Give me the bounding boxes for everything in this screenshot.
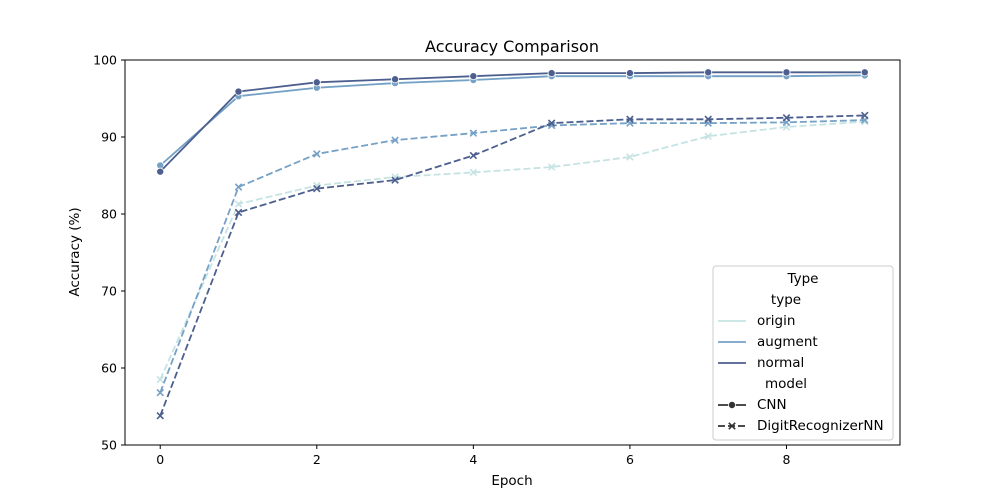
data-point	[782, 68, 791, 77]
x-axis-label: Epoch	[491, 473, 532, 489]
data-point	[860, 68, 869, 77]
legend-label-digitrecognizernn: DigitRecognizerNN	[757, 418, 884, 434]
x-axis: 0 2 4 6 8	[156, 445, 791, 467]
x-tick-label: 6	[626, 452, 634, 467]
x-tick-label: 2	[313, 452, 321, 467]
data-point	[469, 151, 478, 160]
data-point	[391, 136, 399, 144]
series-line	[159, 114, 865, 417]
series-cnn-origin	[156, 71, 869, 170]
legend-section-header: model	[765, 376, 807, 392]
legend-label-cnn: CNN	[757, 397, 787, 413]
plot-frame	[124, 59, 901, 446]
data-point	[156, 167, 165, 176]
series-cnn-normal	[156, 68, 869, 176]
data-point	[704, 115, 712, 124]
x-tick-label: 4	[469, 452, 477, 467]
y-tick-label: 100	[93, 53, 117, 68]
data-point	[547, 163, 556, 171]
legend-label-normal: normal	[757, 355, 804, 371]
data-point	[156, 411, 164, 420]
data-point	[625, 69, 634, 78]
legend-marker-digitrecognizernn	[728, 422, 736, 430]
legend-section-header: type	[771, 292, 801, 308]
data-point	[547, 119, 556, 127]
data-point	[469, 129, 478, 137]
legend-marker-cnn	[728, 400, 737, 409]
x-tick-label: 0	[156, 452, 164, 467]
legend-title: Type	[786, 271, 818, 287]
data-point	[156, 375, 164, 384]
data-point	[704, 68, 713, 77]
data-point	[782, 113, 791, 122]
data-point	[626, 115, 634, 124]
data-point	[861, 111, 869, 120]
data-point	[313, 184, 321, 193]
y-tick-label: 50	[101, 438, 117, 453]
x-tick-label: 8	[783, 452, 791, 467]
series-line	[159, 120, 865, 380]
data-point	[234, 183, 243, 191]
data-point	[391, 75, 400, 84]
legend-box	[712, 265, 894, 441]
y-tick-label: 60	[101, 361, 117, 376]
series-cnn-augment	[156, 71, 869, 170]
series-line	[159, 74, 865, 167]
data-point	[391, 176, 399, 184]
chart-title: Accuracy Comparison	[425, 37, 599, 56]
y-tick-label: 70	[101, 284, 117, 299]
legend: Type type origin augment normal model CNN Digi…	[712, 265, 894, 441]
data-point	[469, 72, 478, 81]
data-point	[313, 150, 321, 158]
y-tick-label: 80	[101, 207, 117, 222]
data-point	[234, 87, 243, 96]
data-point	[704, 132, 712, 140]
data-point	[626, 153, 634, 161]
legend-label-augment: augment	[757, 334, 818, 350]
data-point	[547, 69, 556, 78]
legend-label-origin: origin	[757, 313, 795, 329]
data-point	[312, 78, 321, 87]
data-point	[469, 168, 478, 177]
data-point	[234, 200, 243, 208]
y-tick-label: 90	[101, 130, 117, 145]
series-layer	[156, 68, 869, 420]
series-digitrecognizernn-normal	[156, 111, 869, 420]
data-point	[156, 388, 164, 397]
series-line	[159, 119, 865, 393]
y-axis-label: Accuracy (%)	[67, 207, 83, 296]
series-line	[159, 71, 865, 173]
y-axis: 50 60 70 80 90 100	[93, 53, 125, 453]
data-point	[234, 208, 243, 217]
